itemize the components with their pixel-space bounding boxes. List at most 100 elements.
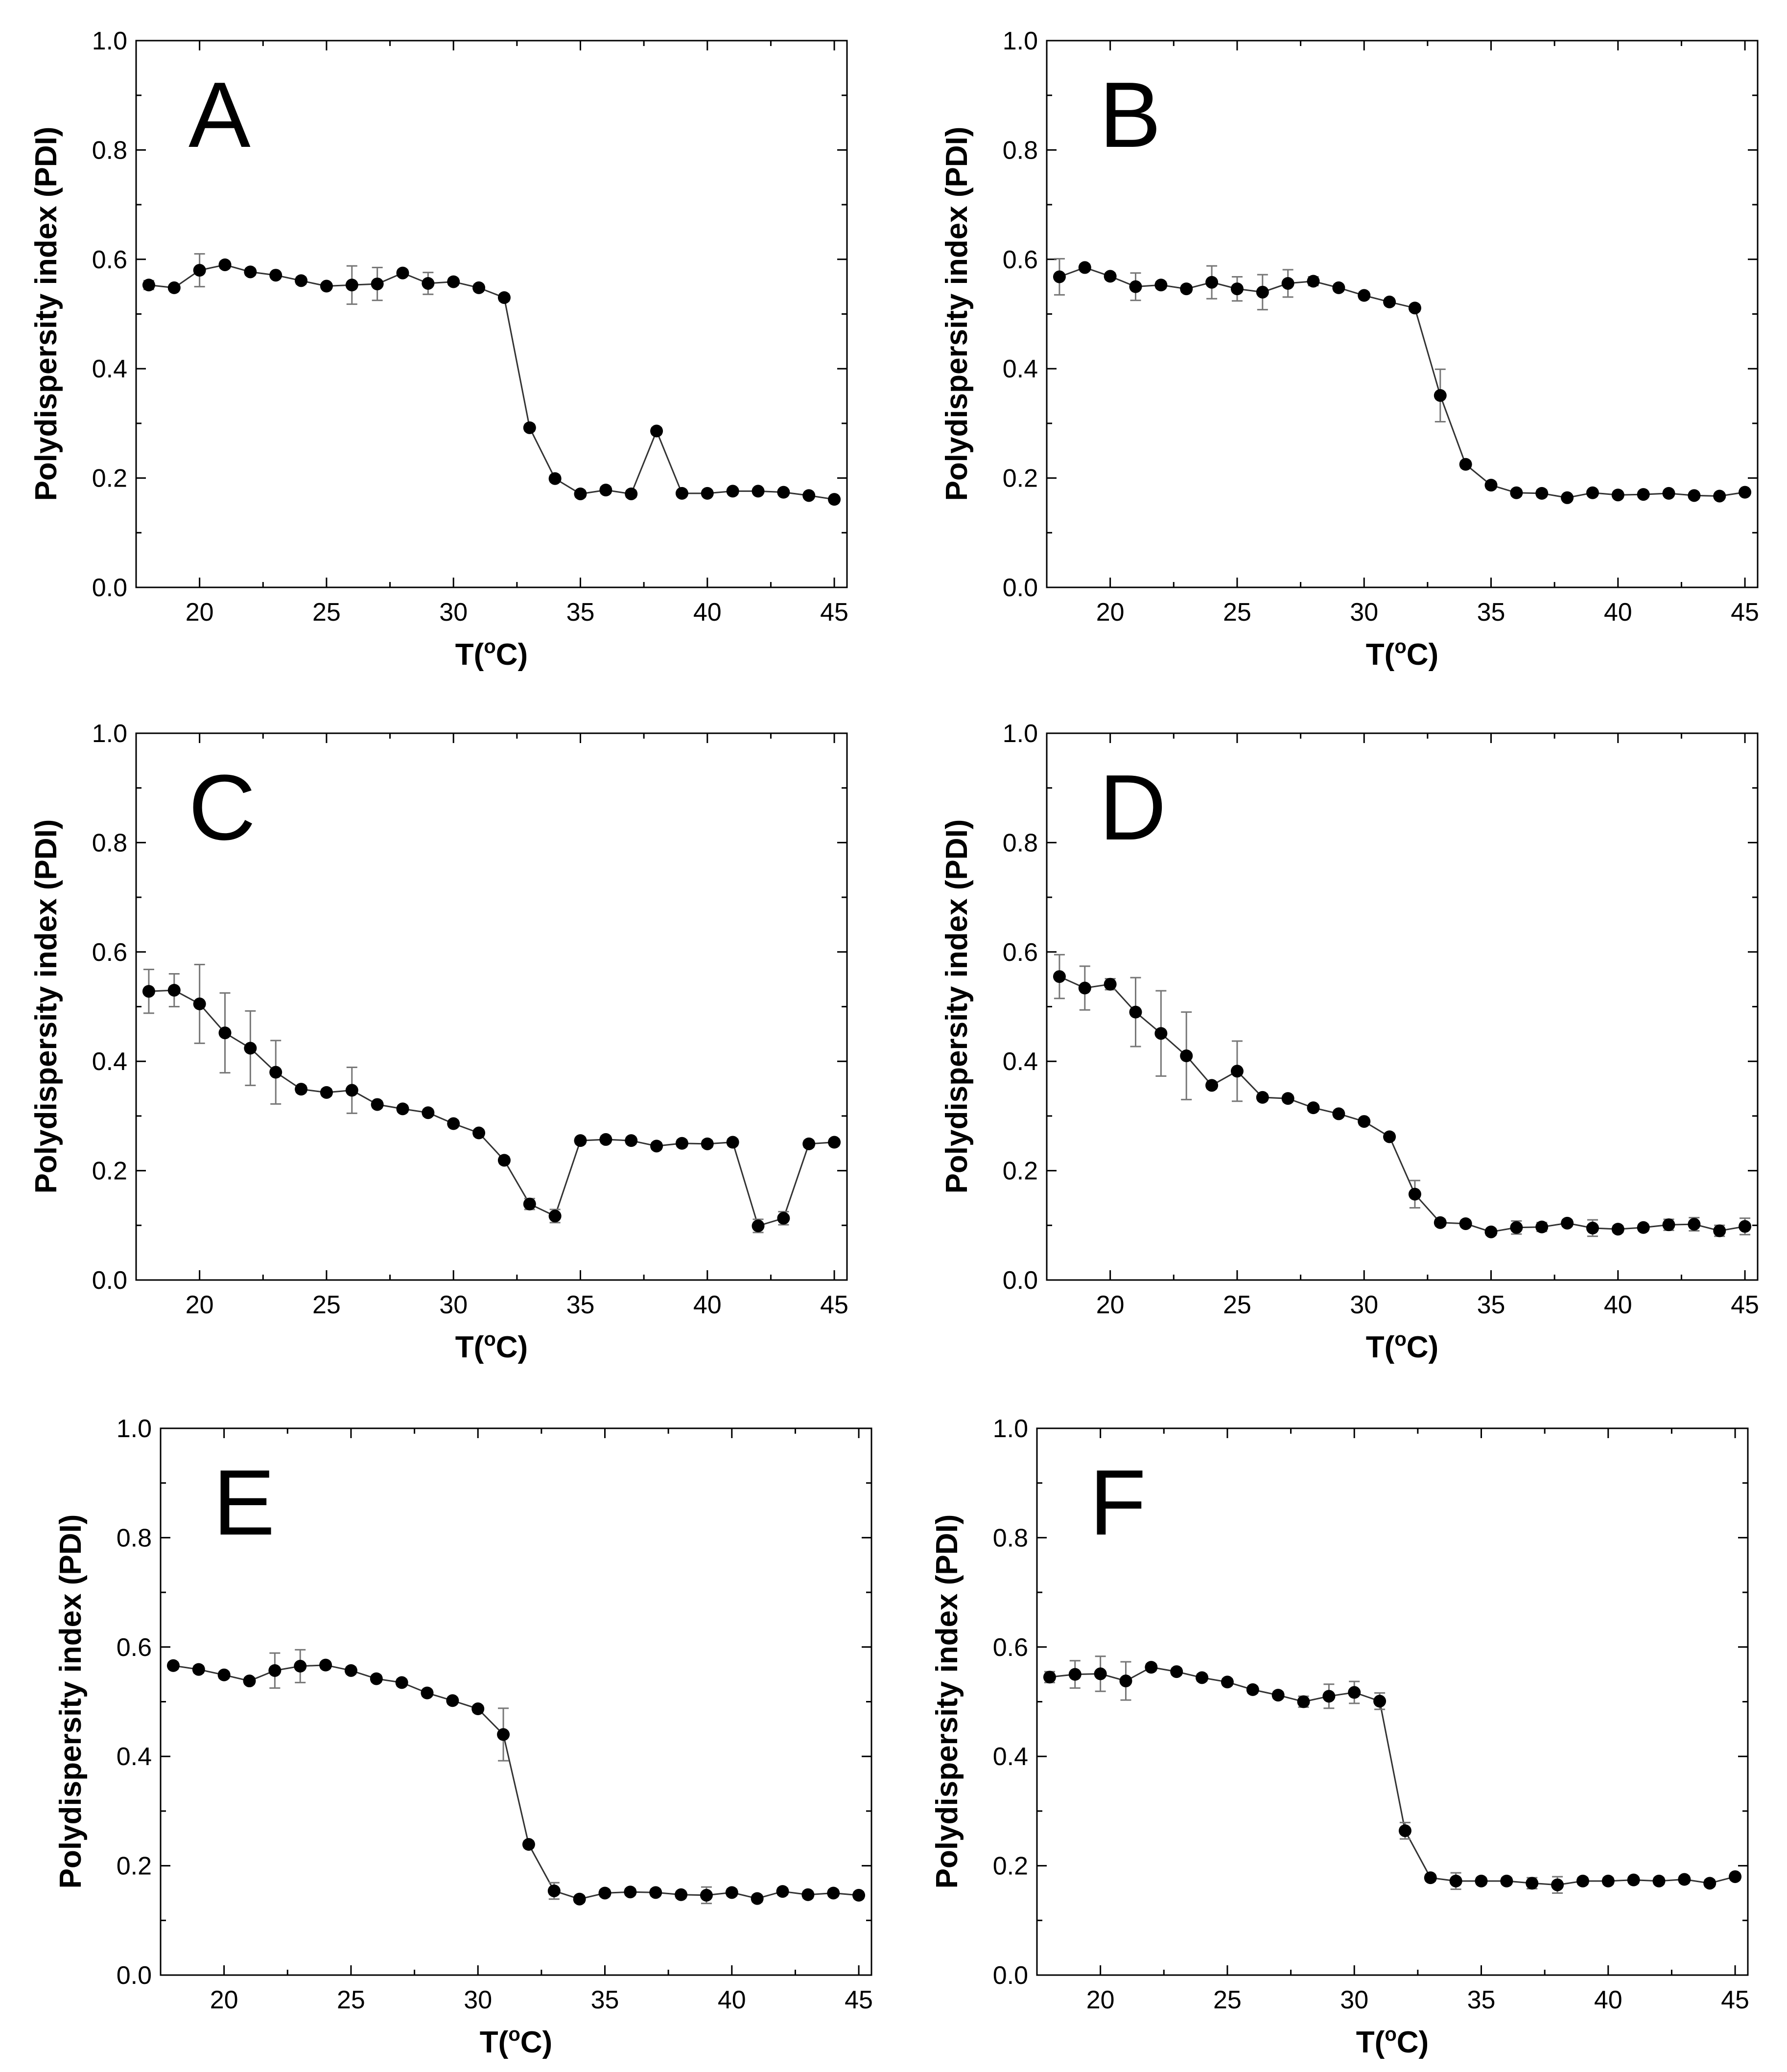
data-point (1586, 1221, 1599, 1234)
data-point (1154, 279, 1168, 292)
series-line (173, 1664, 859, 1900)
x-tick-label: 35 (1467, 1986, 1496, 2014)
chart-panel-a: 0.0 0.2 0.4 0.6 0.8 1.0 20 25 30 35 40 45 A Polydi… (29, 27, 848, 672)
x-axis-label: T(oC) (455, 636, 528, 672)
data-point (1297, 1695, 1310, 1708)
x-tick-label: 40 (1604, 598, 1632, 627)
panel-label: F (1089, 1451, 1146, 1555)
data-point (1510, 486, 1523, 499)
data-point (1129, 1005, 1142, 1019)
data-point (1408, 1187, 1421, 1201)
data-point (1475, 1874, 1488, 1887)
axis-ticks (1036, 1427, 1748, 1976)
y-tick-label: 0.0 (1003, 1266, 1038, 1295)
y-tick-label: 0.2 (117, 1852, 152, 1881)
data-point (573, 1892, 586, 1906)
data-point (244, 1042, 257, 1055)
y-tick-label: 0.6 (1003, 938, 1038, 967)
data-point (777, 486, 790, 499)
data-point (1358, 289, 1371, 302)
y-tick-label: 0.2 (993, 1852, 1028, 1881)
data-point (1119, 1675, 1132, 1688)
data-point (1383, 1130, 1396, 1143)
data-point (320, 279, 333, 293)
x-tick-label: 30 (439, 1291, 468, 1319)
y-tick-label: 1.0 (117, 1415, 152, 1443)
x-tick-label: 40 (1604, 1291, 1632, 1319)
data-point (599, 1133, 612, 1146)
data-point (497, 291, 511, 304)
data-point (598, 1886, 611, 1900)
data-point (295, 274, 308, 287)
x-tick-label: 20 (210, 1986, 238, 2014)
axis-ticks (135, 40, 847, 588)
data-point (1256, 1091, 1269, 1104)
data-point (319, 1658, 332, 1672)
data-point (1662, 1218, 1675, 1232)
data-point (852, 1888, 866, 1902)
data-point (1068, 1668, 1082, 1681)
data-point (218, 258, 232, 271)
axis-ticks (135, 732, 847, 1281)
data-series (142, 963, 841, 1234)
x-tick-label: 30 (1350, 1291, 1378, 1319)
data-point (320, 1086, 333, 1099)
x-tick-label: 40 (1594, 1986, 1622, 2014)
y-tick-label: 0.6 (92, 246, 127, 274)
data-point (1281, 277, 1294, 290)
data-point (344, 1664, 357, 1677)
y-tick-labels: 0.0 0.2 0.4 0.6 0.8 1.0 (1003, 27, 1038, 602)
panel-label: B (1099, 63, 1161, 167)
y-tick-label: 0.4 (1003, 355, 1038, 383)
data-point (675, 487, 688, 500)
data-point (1484, 1225, 1498, 1238)
y-tick-label: 0.8 (1003, 829, 1038, 857)
x-tick-label: 45 (1731, 1291, 1759, 1319)
data-point (1611, 1223, 1624, 1236)
data-point (295, 1083, 308, 1096)
data-point (1221, 1676, 1234, 1689)
data-point (395, 1676, 408, 1689)
data-point (1332, 281, 1345, 294)
data-point (1526, 1877, 1539, 1890)
x-tick-label: 25 (337, 1986, 365, 2014)
y-tick-label: 0.6 (92, 938, 127, 967)
data-point (1561, 1216, 1574, 1230)
data-point (1459, 458, 1472, 471)
data-point (522, 1838, 535, 1851)
y-axis-label: Polydispersity index (PDI) (29, 819, 63, 1194)
y-tick-label: 0.4 (92, 1048, 127, 1076)
data-point (548, 472, 562, 485)
data-point (624, 1886, 637, 1899)
x-tick-label: 35 (566, 1291, 595, 1319)
y-tick-label: 0.2 (1003, 1157, 1038, 1186)
y-tick-label: 0.4 (1003, 1048, 1038, 1076)
data-point (802, 1137, 816, 1150)
data-point (1281, 1092, 1294, 1105)
axis-ticks (1046, 40, 1758, 588)
data-point (1373, 1695, 1387, 1708)
data-point (625, 1134, 638, 1147)
data-point (1230, 1065, 1244, 1078)
data-point (1561, 491, 1574, 504)
axis-ticks (160, 1427, 871, 1976)
series-line (148, 264, 835, 500)
x-axis-label: T(oC) (1366, 636, 1438, 672)
y-tick-label: 0.6 (117, 1633, 152, 1662)
y-tick-label: 0.2 (92, 1157, 127, 1186)
data-point (167, 281, 181, 294)
data-point (1637, 1221, 1650, 1234)
y-tick-labels: 0.0 0.2 0.4 0.6 0.8 1.0 (993, 1415, 1028, 1990)
y-tick-label: 1.0 (92, 27, 127, 55)
data-point (1271, 1689, 1285, 1702)
y-tick-label: 0.4 (92, 355, 127, 383)
data-point (1053, 970, 1066, 983)
data-point (472, 281, 486, 294)
x-tick-label: 30 (1340, 1986, 1368, 2014)
data-point (1196, 1671, 1209, 1684)
y-tick-labels: 0.0 0.2 0.4 0.6 0.8 1.0 (92, 27, 127, 602)
data-point (1180, 1049, 1193, 1063)
data-point (726, 1136, 739, 1149)
panel-label: E (213, 1451, 275, 1555)
data-point (1739, 486, 1752, 499)
